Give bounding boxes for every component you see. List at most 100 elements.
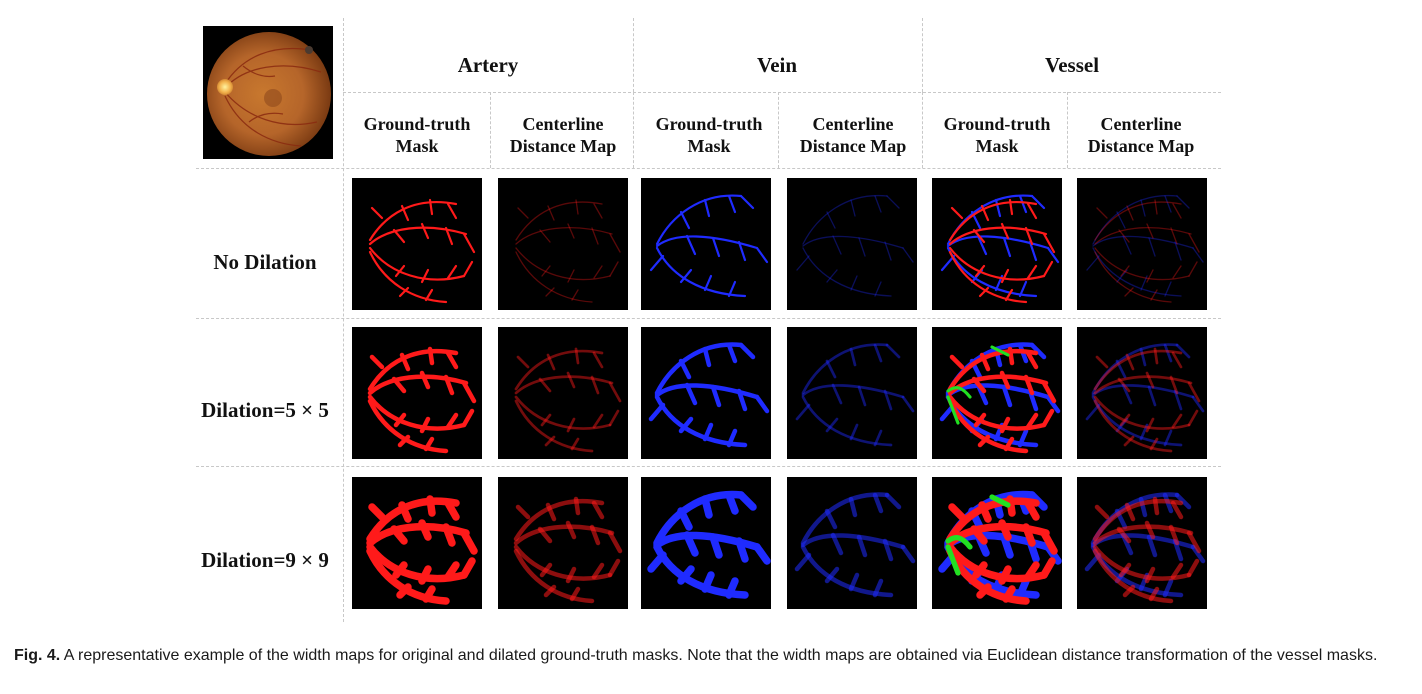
group-header-vessel: Vessel	[1044, 52, 1100, 77]
row-label-dilation-5: Dilation=5 × 5	[201, 397, 329, 422]
tile-vessel-distance-no-dilation	[1077, 178, 1207, 310]
vein-vessel	[678, 342, 738, 380]
figure-caption: Fig. 4. A representative example of the …	[14, 645, 1408, 667]
artery-vessel	[974, 264, 1038, 284]
artery-vessel	[517, 207, 621, 277]
artery-vessel	[972, 222, 1034, 246]
artery-vessel	[543, 584, 581, 602]
artery-vessel	[398, 286, 434, 302]
artery-vessel	[1094, 227, 1192, 245]
artery-vessel	[513, 524, 615, 546]
vein-vessel	[976, 234, 1038, 262]
artery-vessel	[514, 375, 614, 395]
vein-vessel	[1092, 194, 1178, 245]
tile-vessel-mask-dilation-9	[932, 477, 1062, 609]
vein-vessel	[802, 194, 888, 245]
artery-vessel	[1093, 349, 1183, 391]
artery-vessel	[514, 349, 604, 391]
row-label-dilation-9: Dilation=9 × 9	[201, 547, 329, 572]
artery-vessel	[393, 412, 459, 434]
vein-vessel	[683, 531, 749, 563]
artery-vessel	[1120, 265, 1182, 283]
artery-vessel	[514, 399, 594, 453]
artery-vessel	[947, 398, 1029, 454]
vein-vessel	[1086, 195, 1204, 271]
artery-vessel	[398, 495, 460, 523]
artery-vessel	[1092, 524, 1194, 546]
artery-vessel	[367, 398, 449, 454]
vein-vessel	[1115, 343, 1173, 379]
grid-divider	[196, 318, 1221, 319]
overlap-vessel	[946, 345, 1010, 425]
vein-vessel	[647, 491, 771, 573]
artery-vessel	[949, 354, 1057, 428]
tile-artery-mask-dilation-9	[352, 477, 482, 609]
vein-vessel	[946, 235, 1050, 250]
vein-vessel	[1115, 417, 1173, 447]
artery-vessel	[948, 246, 1046, 281]
artery-vessel	[396, 583, 436, 603]
artery-vessel	[515, 247, 611, 281]
vein-vessel	[678, 416, 738, 448]
column-header-artery-mask: Ground-truth Mask	[363, 114, 471, 156]
artery-vessel	[947, 394, 1047, 431]
vein-vessel	[831, 383, 893, 411]
artery-vessel	[392, 222, 454, 246]
artery-vessel	[1093, 399, 1173, 453]
artery-vessel	[391, 370, 455, 396]
tile-artery-mask-no-dilation	[352, 178, 482, 310]
artery-vessel	[978, 286, 1014, 302]
vein-vessel	[802, 247, 892, 297]
caption-label: Fig. 4.	[14, 647, 61, 664]
artery-vessel	[392, 561, 460, 585]
vein-vessel	[824, 566, 884, 598]
tile-vein-distance-dilation-9	[787, 477, 917, 609]
artery-vessel	[515, 504, 623, 578]
artery-vessel	[948, 226, 1048, 246]
vein-vessel	[1116, 195, 1172, 229]
artery-vessel	[1093, 395, 1191, 430]
vein-vessel	[648, 342, 770, 422]
artery-vessel	[978, 495, 1040, 523]
tile-artery-distance-no-dilation	[498, 178, 628, 310]
artery-vessel	[1126, 199, 1182, 221]
artery-vessel	[1095, 355, 1201, 427]
grid-divider	[196, 168, 1221, 169]
column-header-vein-mask: Ground-truth Mask	[655, 114, 763, 156]
artery-vessel	[399, 346, 459, 372]
fundus-image	[203, 26, 333, 159]
artery-vessel	[1124, 496, 1184, 522]
artery-vessel	[948, 250, 1028, 304]
grid-divider	[922, 18, 923, 92]
vein-vessel	[677, 565, 739, 599]
vein-vessel	[794, 492, 916, 572]
artery-vessel	[513, 544, 613, 581]
artery-vessel	[513, 548, 595, 604]
artery-vessel	[1118, 562, 1184, 584]
artery-vessel	[1093, 375, 1193, 395]
overlap-vessel	[946, 386, 972, 399]
caption-text: A representative example of the width ma…	[63, 647, 1378, 664]
tile-vessel-mask-no-dilation	[932, 178, 1062, 310]
vein-vessel	[684, 382, 748, 412]
grid-divider	[343, 92, 1221, 93]
artery-vessel	[539, 223, 599, 245]
tile-vein-mask-no-dilation	[641, 178, 771, 310]
vein-vessel	[801, 395, 893, 447]
artery-vessel	[950, 206, 1056, 278]
vein-vessel	[830, 532, 894, 562]
grid-divider	[778, 92, 779, 168]
vein-vessel	[826, 195, 882, 229]
artery-vessel	[515, 227, 613, 245]
vein-vessel	[1091, 395, 1183, 447]
vein-vessel	[801, 384, 905, 399]
artery-vessel	[390, 519, 456, 547]
artery-vessel	[972, 561, 1040, 585]
vein-vessel	[679, 194, 737, 230]
vein-vessel	[970, 268, 1028, 298]
artery-vessel	[1092, 544, 1192, 581]
artery-vessel	[368, 250, 448, 304]
artery-vessel	[514, 395, 612, 430]
vein-vessel	[1121, 383, 1183, 411]
vein-vessel	[1091, 343, 1179, 395]
